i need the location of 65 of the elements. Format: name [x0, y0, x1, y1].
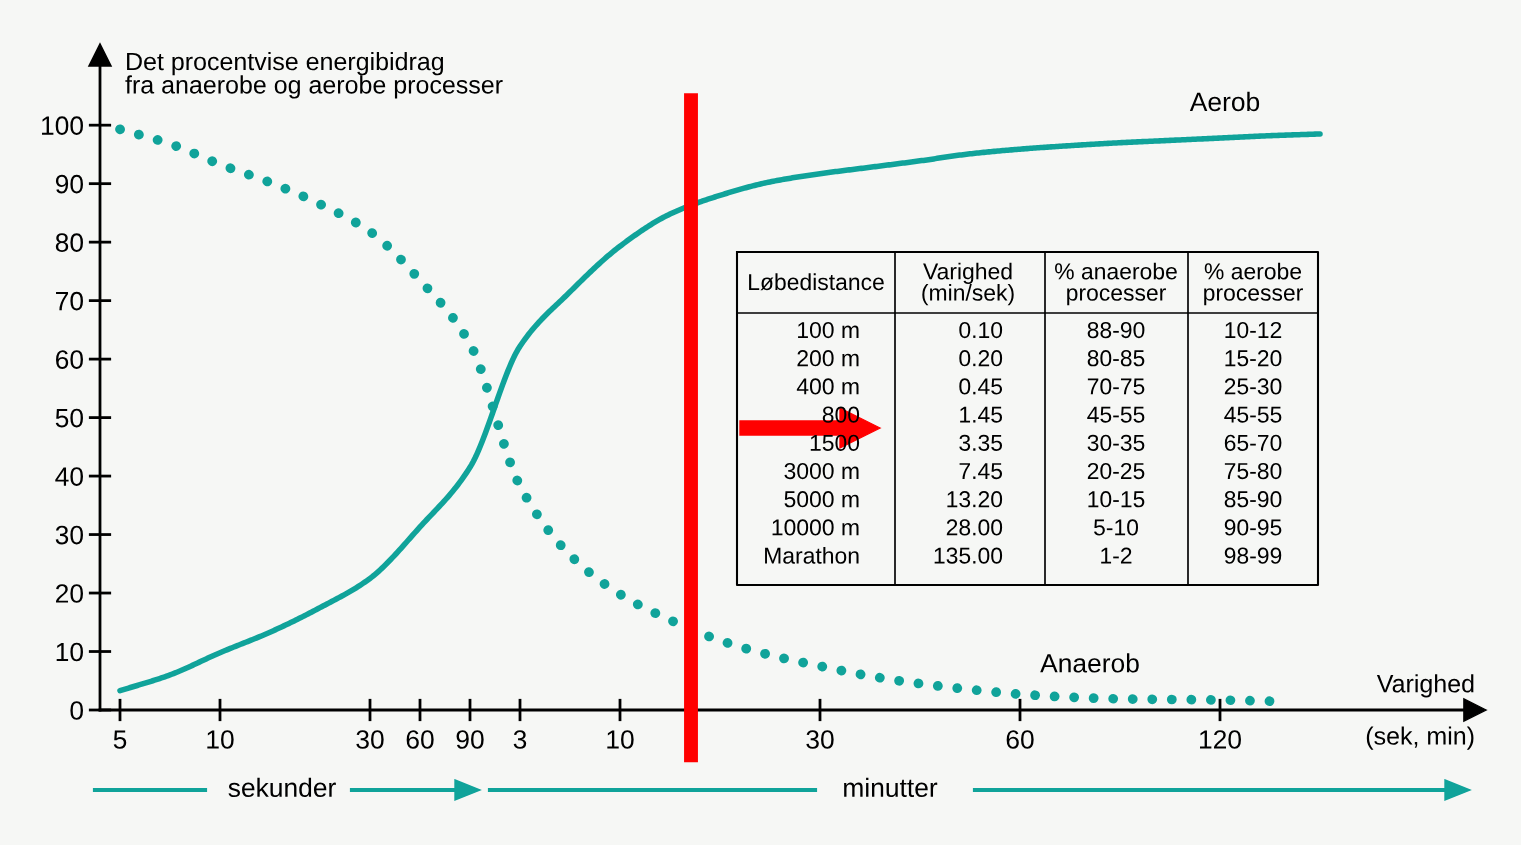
y-tick-label: 0 — [70, 701, 83, 720]
annotation: 400 m — [796, 378, 859, 395]
annotation: 1.45 — [960, 406, 1003, 423]
series-label: Anaerob — [1040, 653, 1139, 673]
annotation: 0.45 — [959, 378, 1003, 395]
series-label: Aerob — [1189, 91, 1260, 112]
y-tick-label: 90 — [55, 174, 83, 194]
annotation: 70-75 — [1087, 378, 1145, 395]
x-tick-label: 10 — [207, 730, 234, 749]
text: sekunder — [228, 777, 336, 798]
annotation: 10000 m — [772, 519, 859, 536]
annotation: % anaerobe processer — [1055, 262, 1177, 306]
annotation: 200 m — [797, 350, 859, 367]
annotation: Marathon — [765, 546, 859, 564]
annotation: 5000 m — [784, 491, 859, 508]
annotation: 15-20 — [1225, 350, 1282, 367]
annotation: 30-35 — [1087, 434, 1145, 451]
annotation: 45-55 — [1224, 406, 1282, 423]
y-tick-label: 40 — [55, 467, 83, 486]
annotation: 7.45 — [959, 463, 1003, 480]
annotation: 28.00 — [946, 519, 1003, 536]
x-axis-title: Varighed (sek, min) — [1366, 674, 1474, 750]
x-tick-label: 5 — [113, 730, 127, 749]
x-tick-label: 10 — [607, 730, 634, 749]
annotation: 3.35 — [959, 434, 1003, 451]
x-tick-label: 3 — [513, 730, 527, 749]
annotation: 1-2 — [1101, 547, 1132, 564]
y-tick-label: 20 — [56, 584, 83, 603]
annotation: 75-80 — [1224, 462, 1282, 480]
y-tick-label: 100 — [42, 116, 83, 135]
annotation: 100 m — [798, 321, 859, 339]
x-tick-label: 30 — [356, 730, 384, 749]
y-axis-title: Det procentvise energibidrag fra anaerobe og aerobe processer — [125, 52, 503, 99]
annotation: 135.00 — [934, 547, 1003, 564]
annotation: % aerobe processer — [1204, 262, 1303, 306]
annotation: 90-95 — [1224, 519, 1282, 536]
annotation: 3000 m — [784, 462, 859, 480]
annotation: 88-90 — [1087, 321, 1145, 339]
annotation: 98-99 — [1224, 547, 1282, 564]
x-tick-label: 90 — [456, 730, 484, 749]
annotation: Løbedistance — [749, 273, 884, 291]
annotation: 5-10 — [1093, 519, 1139, 536]
annotation: 80-85 — [1087, 350, 1145, 367]
x-tick-label: 60 — [1006, 730, 1034, 749]
annotation: 25-30 — [1224, 378, 1282, 395]
annotation: 20-25 — [1087, 462, 1145, 480]
x-tick-label: 60 — [406, 730, 434, 749]
annotation: 45-55 — [1087, 406, 1145, 423]
y-tick-label: 30 — [55, 525, 83, 545]
y-tick-label: 10 — [56, 642, 83, 662]
annotation: 65-70 — [1224, 434, 1282, 451]
annotation: 0.10 — [959, 321, 1003, 339]
annotation: 10-15 — [1088, 491, 1145, 508]
text: minutter — [844, 777, 938, 798]
x-tick-label: 120 — [1200, 730, 1241, 749]
y-tick-label: 80 — [55, 233, 83, 252]
y-tick-label: 70 — [56, 291, 83, 311]
x-tick-label: 30 — [806, 730, 834, 749]
y-tick-label: 60 — [56, 350, 83, 369]
annotation: 0.20 — [959, 350, 1003, 367]
annotation: 13.20 — [947, 491, 1003, 508]
y-tick-label: 50 — [55, 408, 83, 428]
annotation: Varighed (min/sek) — [922, 262, 1014, 306]
annotation: 10-12 — [1225, 321, 1282, 339]
annotation: 85-90 — [1224, 491, 1282, 508]
